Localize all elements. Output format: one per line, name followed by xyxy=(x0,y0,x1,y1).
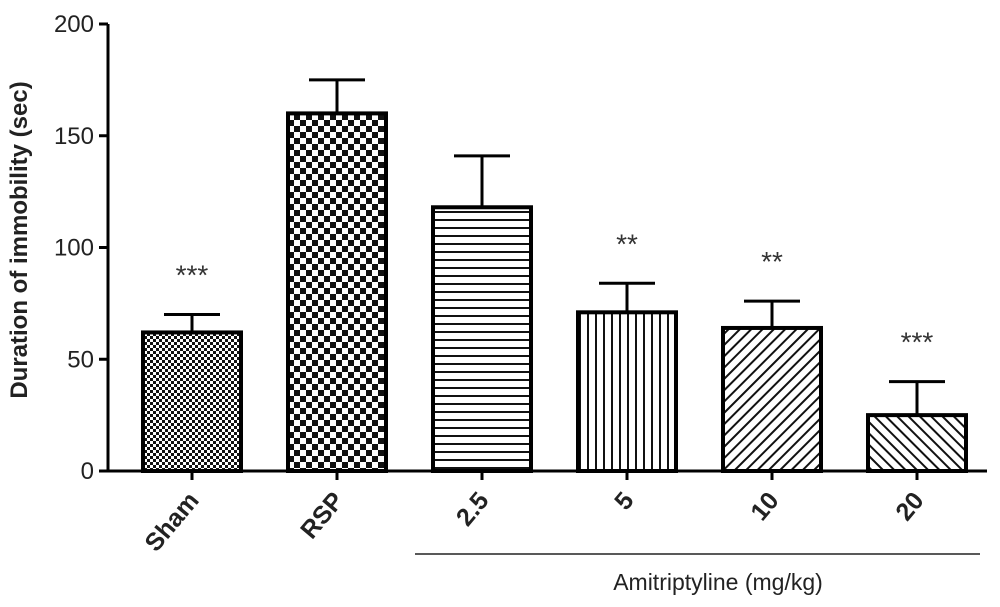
x-tick-label: 2.5 xyxy=(451,487,495,532)
bar xyxy=(866,413,968,473)
bar xyxy=(576,310,678,473)
y-tick-label: 150 xyxy=(54,123,94,150)
x-tick-label: 5 xyxy=(609,487,639,516)
y-tick-label: 200 xyxy=(54,11,94,38)
bar xyxy=(431,205,533,474)
y-axis-title: Duration of immobility (sec) xyxy=(6,81,33,398)
x-tick-label: 10 xyxy=(745,487,784,526)
y-tick-label: 100 xyxy=(54,235,94,262)
y-tick-label: 50 xyxy=(67,346,94,373)
x-tick-labels: Sham RSP 2.5 5 10 20 xyxy=(106,469,987,557)
significance-label: ** xyxy=(616,228,638,259)
bar xyxy=(141,330,243,473)
x-tick-label: RSP xyxy=(295,487,349,544)
bars-layer: ********** xyxy=(141,78,968,474)
y-axis: 0 50 100 150 200 xyxy=(54,11,110,485)
bar xyxy=(721,325,823,473)
x-tick-label: Sham xyxy=(139,487,204,557)
x-tick-label: 20 xyxy=(890,487,929,526)
group-label: Amitriptyline (mg/kg) xyxy=(613,569,823,595)
y-tick-label: 0 xyxy=(81,458,94,485)
significance-label: ** xyxy=(761,246,783,277)
significance-label: *** xyxy=(176,260,209,291)
bar xyxy=(286,111,388,474)
significance-label: *** xyxy=(901,327,934,358)
